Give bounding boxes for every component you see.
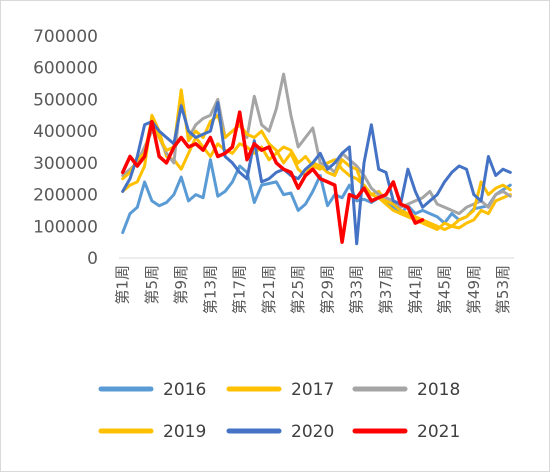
y-axis: 0 100000 200000 300000 400000 500000 600000 700… [33, 27, 98, 269]
x-tick-label: 第9周 [172, 265, 190, 305]
x-axis: 第1周 第5周 第9周 第13周 第17周 第21周 第25周 第29周 第33周 第37周 第41… [114, 257, 514, 314]
series-line-2017 [121, 113, 512, 231]
x-tick-label: 第5周 [143, 265, 161, 305]
plot-area [120, 72, 512, 246]
legend-label-2020: 2020 [291, 422, 334, 442]
x-tick-label: 第29周 [318, 265, 336, 314]
y-tick-label: 0 [87, 249, 98, 269]
y-tick-label: 300000 [33, 154, 98, 174]
legend-label-2017: 2017 [291, 380, 334, 400]
y-tick-label: 600000 [33, 59, 98, 79]
x-tick-label: 第41周 [406, 265, 424, 314]
legend-label-2016: 2016 [163, 380, 206, 400]
x-tick-label: 第45周 [436, 265, 454, 314]
series-line-2019 [121, 88, 512, 231]
y-tick-label: 200000 [33, 186, 98, 206]
legend: 2016 2017 2018 2019 2020 2021 [98, 380, 460, 442]
legend-label-2021: 2021 [417, 422, 460, 442]
legend-label-2019: 2019 [163, 422, 206, 442]
x-tick-label: 第21周 [260, 265, 278, 314]
y-tick-label: 500000 [33, 90, 98, 110]
legend-label-2018: 2018 [417, 380, 460, 400]
series-line-2016 [121, 158, 512, 235]
x-tick-label: 第49周 [465, 265, 483, 314]
y-tick-label: 700000 [33, 27, 98, 47]
y-tick-label: 100000 [33, 217, 98, 237]
series-line-2021 [120, 110, 425, 244]
series-line-2020 [121, 101, 512, 246]
x-tick-label: 第53周 [494, 265, 512, 314]
x-tick-label: 第1周 [114, 265, 132, 305]
x-tick-label: 第25周 [289, 265, 307, 314]
y-tick-label: 400000 [33, 122, 98, 142]
x-tick-label: 第37周 [377, 265, 395, 314]
x-tick-label: 第33周 [348, 265, 366, 314]
x-tick-label: 第17周 [231, 265, 249, 314]
x-tick-label: 第13周 [201, 265, 219, 314]
